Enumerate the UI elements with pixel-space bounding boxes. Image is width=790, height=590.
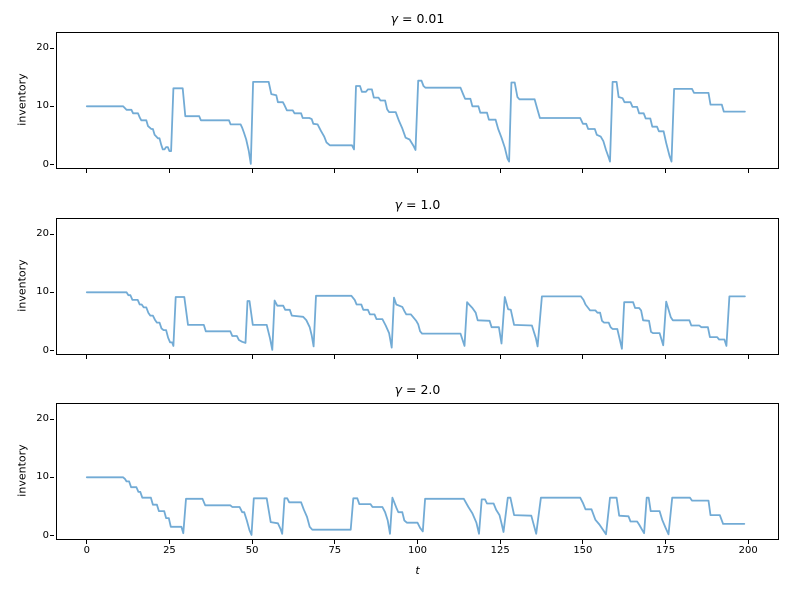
x-tick-label: 0 — [83, 545, 90, 556]
plot-area — [56, 218, 779, 355]
x-tick-mark — [499, 169, 501, 173]
y-tick-label: 20 — [36, 42, 49, 54]
subplot-title: γ = 0.01 — [56, 11, 779, 27]
subplot-title: γ = 2.0 — [56, 382, 779, 398]
y-tick-mark — [50, 418, 54, 420]
x-tick-label: 50 — [245, 545, 259, 556]
x-tick-label: 200 — [738, 545, 758, 556]
y-tick-label: 0 — [42, 529, 49, 541]
line-series — [85, 79, 746, 165]
y-tick-label: 0 — [42, 158, 49, 170]
x-tick-label: 25 — [163, 545, 176, 556]
x-tick-mark — [582, 540, 584, 544]
x-tick-mark — [747, 169, 749, 173]
gamma-symbol: γ — [394, 197, 403, 212]
x-tick-mark — [251, 169, 253, 173]
y-tick-mark — [50, 535, 54, 536]
x-tick-label: 75 — [328, 545, 342, 556]
x-tick-mark — [665, 169, 667, 173]
x-tick-label: 150 — [573, 545, 593, 556]
y-axis-label: inventory — [15, 443, 29, 497]
x-tick-label: 175 — [656, 545, 676, 556]
x-tick-mark — [334, 169, 336, 173]
x-tick-mark — [747, 540, 749, 544]
subplot-gamma-2.0: γ = 2.0 inventory t 0 25 50 75 100 125 150 175 2… — [16, 382, 779, 577]
y-tick-mark — [50, 105, 54, 107]
x-tick-mark — [417, 169, 418, 173]
subplot-gamma-0.01: γ = 0.01 inventory 0 10 20 — [16, 11, 779, 173]
title-value: = 0.01 — [398, 11, 445, 26]
x-tick-label: 125 — [490, 545, 510, 556]
y-tick-label: 10 — [36, 100, 49, 112]
x-tick-mark — [499, 355, 501, 359]
plot-area — [56, 32, 779, 169]
x-tick-mark — [334, 355, 336, 359]
y-tick-mark — [50, 164, 54, 165]
x-tick-mark — [747, 355, 749, 359]
y-axis-label: inventory — [15, 258, 29, 312]
x-tick-mark — [582, 355, 584, 359]
x-tick-mark — [499, 540, 501, 544]
y-axis-label: inventory — [15, 72, 29, 126]
line-series — [85, 291, 746, 351]
x-tick-mark — [582, 169, 584, 173]
x-tick-mark — [168, 169, 170, 173]
x-tick-mark — [86, 540, 88, 544]
y-tick-label: 0 — [42, 344, 49, 356]
subplot-title: γ = 1.0 — [56, 197, 779, 213]
y-tick-mark — [50, 47, 54, 49]
x-tick-mark — [86, 169, 88, 173]
x-tick-mark — [417, 355, 418, 359]
x-tick-mark — [86, 355, 88, 359]
y-tick-mark — [50, 350, 54, 351]
gamma-symbol: γ — [390, 11, 399, 26]
title-value: = 1.0 — [402, 197, 441, 212]
y-tick-label: 10 — [36, 471, 49, 483]
y-tick-label: 20 — [36, 228, 49, 240]
x-tick-mark — [334, 540, 336, 544]
subplot-gamma-1.0: γ = 1.0 inventory 0 10 20 — [16, 197, 779, 359]
x-tick-mark — [665, 355, 667, 359]
x-tick-mark — [168, 355, 170, 359]
line-series — [85, 476, 746, 536]
y-tick-label: 20 — [36, 413, 49, 425]
x-tick-label: 100 — [407, 545, 428, 556]
x-tick-mark — [251, 355, 253, 359]
plot-area — [56, 403, 779, 540]
y-tick-label: 10 — [36, 286, 49, 298]
x-tick-mark — [168, 540, 170, 544]
y-tick-mark — [50, 233, 54, 235]
y-tick-mark — [50, 291, 54, 293]
x-tick-mark — [251, 540, 253, 544]
x-axis-label: t — [415, 564, 420, 577]
x-tick-mark — [417, 540, 418, 544]
x-tick-mark — [665, 540, 667, 544]
title-value: = 2.0 — [402, 382, 441, 397]
y-tick-mark — [50, 476, 54, 478]
gamma-symbol: γ — [394, 382, 403, 397]
